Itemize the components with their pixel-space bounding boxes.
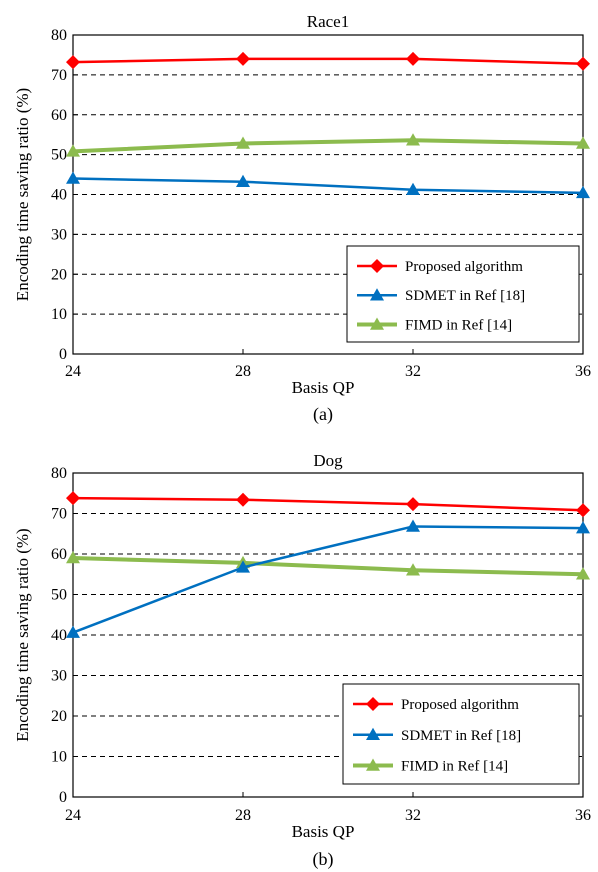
legend-label: Proposed algorithm — [401, 697, 519, 713]
chart-title: Dog — [313, 451, 343, 470]
chart-title: Race1 — [307, 12, 349, 31]
x-tick-label: 36 — [575, 363, 591, 380]
y-tick-label: 10 — [51, 749, 67, 766]
x-tick-label: 24 — [65, 363, 81, 380]
y-tick-label: 60 — [51, 546, 67, 563]
series-proposed — [66, 52, 590, 71]
data-point — [66, 491, 80, 505]
data-point — [576, 57, 590, 71]
data-point — [406, 52, 420, 66]
legend-label: SDMET in Ref [18] — [401, 728, 521, 744]
legend: Proposed algorithm SDMET in Ref [18] FIMD … — [347, 246, 579, 342]
y-tick-label: 40 — [51, 627, 67, 644]
series-line — [73, 498, 583, 510]
data-point — [236, 493, 250, 507]
y-tick-label: 30 — [51, 668, 67, 685]
y-tick-label: 30 — [51, 226, 67, 243]
series-fimd — [66, 551, 590, 579]
series-line — [73, 59, 583, 64]
chart-b: 0 10 20 30 40 50 60 70 80 24 28 32 36 Dog Basis QP Enco… — [13, 451, 591, 870]
series-line — [73, 179, 583, 193]
legend: Proposed algorithm SDMET in Ref [18] FIMD … — [343, 684, 579, 784]
y-tick-label: 0 — [59, 789, 67, 806]
y-axis-label: Encoding time saving ratio (%) — [13, 88, 32, 301]
y-tick-label: 20 — [51, 708, 67, 725]
x-tick-label: 32 — [405, 807, 421, 824]
series-sdmet — [66, 519, 590, 637]
legend-label: FIMD in Ref [14] — [401, 759, 508, 775]
y-tick-label: 50 — [51, 587, 67, 604]
y-tick-label: 10 — [51, 306, 67, 323]
x-tick-label: 36 — [575, 807, 591, 824]
y-tick-label: 0 — [59, 346, 67, 363]
x-tick-label: 24 — [65, 807, 81, 824]
series-fimd — [66, 133, 590, 156]
y-tick-label: 50 — [51, 147, 67, 164]
legend-label: SDMET in Ref [18] — [405, 288, 525, 304]
data-point — [406, 497, 420, 511]
data-point — [576, 503, 590, 517]
x-tick-label: 32 — [405, 363, 421, 380]
x-axis-label: Basis QP — [292, 378, 355, 397]
y-tick-label: 60 — [51, 107, 67, 124]
x-tick-label: 28 — [235, 363, 251, 380]
y-tick-label: 80 — [51, 465, 67, 482]
y-tick-label: 20 — [51, 266, 67, 283]
data-point — [66, 55, 80, 69]
y-tick-label: 70 — [51, 67, 67, 84]
series-line — [73, 526, 583, 632]
series-line — [73, 140, 583, 151]
x-axis-label: Basis QP — [292, 822, 355, 841]
chart-a: 0 10 20 30 40 50 60 70 80 24 28 32 36 Race1 Basis QP En… — [13, 12, 591, 425]
series-line — [73, 558, 583, 574]
legend-label: Proposed algorithm — [405, 259, 523, 275]
figure-caption: (a) — [313, 404, 333, 425]
y-tick-label: 70 — [51, 506, 67, 523]
y-tick-label: 40 — [51, 187, 67, 204]
data-point — [236, 52, 250, 66]
x-tick-label: 28 — [235, 807, 251, 824]
y-tick-label: 80 — [51, 27, 67, 44]
legend-label: FIMD in Ref [14] — [405, 317, 512, 333]
y-axis-label: Encoding time saving ratio (%) — [13, 528, 32, 741]
figure-caption: (b) — [313, 849, 334, 870]
